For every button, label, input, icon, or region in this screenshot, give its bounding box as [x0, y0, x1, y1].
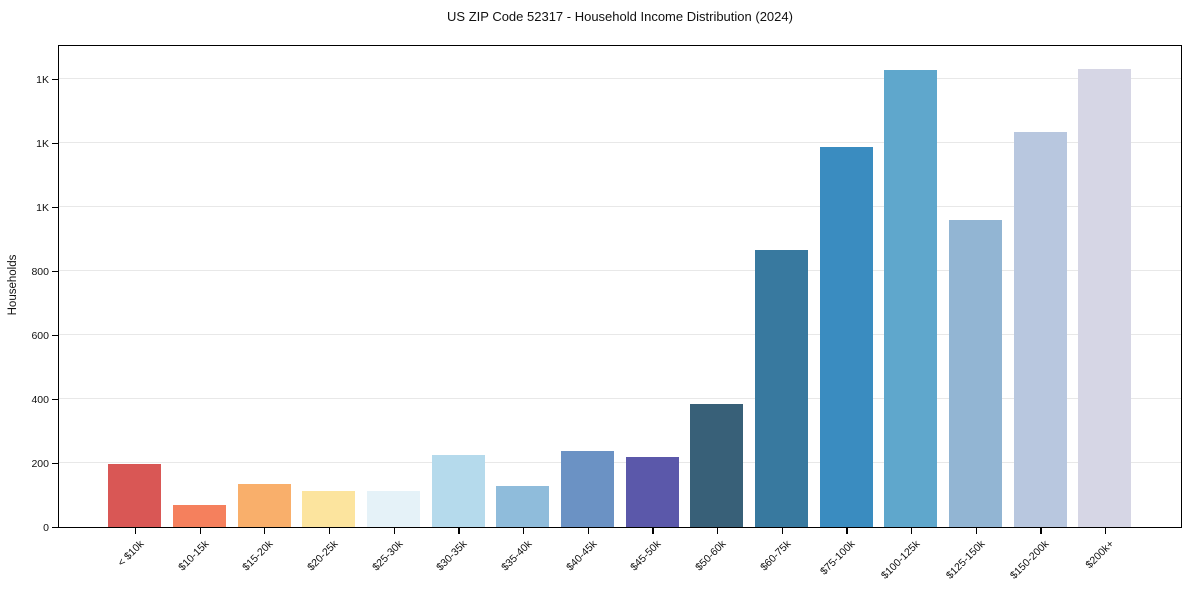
bar — [496, 486, 550, 527]
x-tick-mark — [911, 528, 913, 534]
gridline — [59, 333, 1181, 335]
x-tick-mark — [264, 528, 266, 534]
y-tick-mark — [52, 398, 58, 401]
bar — [172, 504, 226, 527]
y-tick-label: 1K — [36, 201, 49, 214]
gridline — [59, 461, 1181, 463]
bar — [108, 463, 162, 527]
gridline — [59, 269, 1181, 271]
bar — [302, 491, 356, 527]
y-tick-label: 1K — [36, 137, 49, 150]
bar — [754, 249, 808, 527]
y-tick-mark — [52, 142, 58, 144]
y-tick-label: 400 — [31, 393, 49, 406]
bar — [690, 404, 744, 527]
bar — [560, 451, 614, 527]
y-tick-mark — [52, 527, 58, 529]
gridline — [59, 141, 1181, 143]
y-tick-mark — [52, 270, 58, 272]
bar — [431, 454, 485, 527]
bar — [625, 456, 679, 527]
x-tick-mark — [781, 528, 783, 534]
x-tick-mark — [975, 528, 977, 534]
y-tick-mark — [52, 334, 58, 337]
bar — [884, 69, 938, 527]
bar — [366, 490, 420, 527]
x-tick-mark — [134, 528, 137, 534]
y-tick-mark — [52, 462, 58, 465]
bar — [237, 484, 291, 527]
y-tick-label: 800 — [31, 265, 49, 278]
y-tick-label: 600 — [31, 329, 49, 342]
gridline — [59, 77, 1181, 79]
x-tick-mark — [393, 528, 395, 534]
x-tick-mark — [458, 528, 460, 534]
bar — [1013, 132, 1067, 527]
x-tick-mark — [328, 528, 331, 534]
chart-title: US ZIP Code 52317 - Household Income Dis… — [447, 9, 793, 24]
bar — [948, 219, 1002, 527]
x-tick-mark — [652, 528, 654, 534]
y-tick-label: 1K — [36, 73, 49, 86]
x-tick-mark — [199, 528, 201, 534]
bar — [819, 146, 873, 527]
y-tick-mark — [52, 78, 58, 80]
x-tick-mark — [1105, 528, 1107, 534]
plot-area — [58, 45, 1182, 528]
gridline — [59, 205, 1181, 207]
x-tick-label: < $10k — [115, 538, 147, 569]
x-tick-mark — [522, 528, 525, 534]
bar — [1078, 69, 1132, 527]
x-tick-mark — [587, 528, 589, 534]
y-tick-label: 200 — [31, 457, 49, 470]
gridline — [59, 397, 1181, 399]
x-tick-mark — [846, 528, 848, 534]
x-tick-mark — [717, 528, 719, 534]
x-tick-mark — [1040, 528, 1042, 534]
y-tick-label: 0 — [43, 522, 49, 534]
y-tick-mark — [52, 206, 58, 208]
